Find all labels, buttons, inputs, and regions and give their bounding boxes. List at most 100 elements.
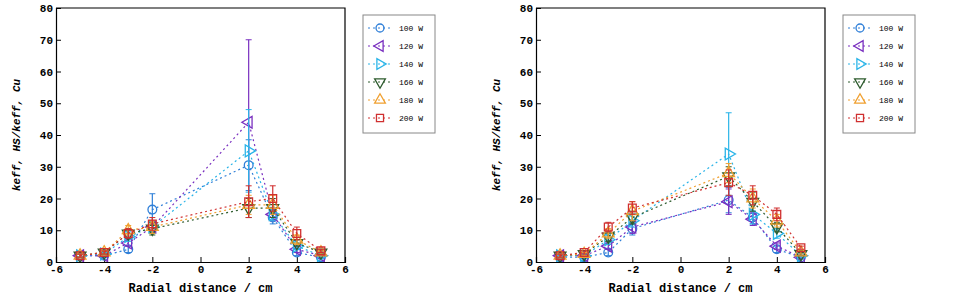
legend-item: 140 W xyxy=(368,59,423,70)
error-bar xyxy=(774,208,780,221)
line xyxy=(560,202,801,258)
legend-line xyxy=(848,118,872,119)
tick-mark xyxy=(56,72,61,73)
error-bar xyxy=(557,254,563,257)
line xyxy=(80,122,321,255)
legend-marker xyxy=(375,79,386,88)
legend-item: 120 W xyxy=(848,41,903,52)
tick-label: 60 xyxy=(40,67,53,79)
legend-item: 160 W xyxy=(848,78,903,88)
tick: 30 xyxy=(40,162,61,174)
tick-mark xyxy=(201,257,202,262)
legend-line xyxy=(368,46,392,47)
tick-label: 10 xyxy=(520,225,533,237)
legend-item: 180 W xyxy=(848,94,903,105)
tick-label: 0 xyxy=(526,257,533,269)
tick-mark xyxy=(536,230,541,231)
line xyxy=(560,154,801,256)
tick-label: 70 xyxy=(520,35,533,47)
legend-marker xyxy=(857,59,866,70)
error-bar xyxy=(605,222,611,232)
axis-line xyxy=(57,9,62,263)
tick-label: 40 xyxy=(40,130,53,142)
tick-mark xyxy=(536,135,541,136)
error-bar xyxy=(629,202,635,221)
marker xyxy=(554,252,566,262)
tick: 60 xyxy=(40,67,61,79)
x-axis-title: Radial distance / cm xyxy=(128,282,272,296)
legend-line xyxy=(368,82,392,83)
legend-item: 140 W xyxy=(848,59,903,70)
y-axis: 01020304050607080 xyxy=(40,3,61,269)
error-bar xyxy=(750,205,756,224)
error-bar xyxy=(557,254,563,257)
marker xyxy=(556,252,564,260)
legend-item: 120 W xyxy=(368,41,423,52)
y-axis-title: keff, HS/keff, Cu xyxy=(11,78,23,191)
marker xyxy=(628,204,636,212)
tick: 4 xyxy=(294,257,301,276)
y-axis-title: keff, HS/keff, Cu xyxy=(491,78,503,191)
legend-label: 120 W xyxy=(879,42,903,51)
marker xyxy=(773,211,781,219)
series xyxy=(557,113,808,262)
marker xyxy=(148,205,157,214)
tick-label: 10 xyxy=(40,225,53,237)
legend-item: 100 W xyxy=(368,24,423,33)
marker xyxy=(76,252,84,260)
tick: 2 xyxy=(726,257,733,276)
line xyxy=(560,176,801,255)
plot-area xyxy=(553,113,807,262)
error-bar xyxy=(77,254,83,257)
legend-marker xyxy=(376,114,383,121)
tick-label: 20 xyxy=(40,194,53,206)
tick-mark xyxy=(56,262,61,263)
series xyxy=(556,170,805,260)
legend-label: 180 W xyxy=(399,96,423,105)
error-bar xyxy=(750,186,756,205)
marker xyxy=(317,247,325,255)
legend-marker xyxy=(855,94,866,103)
plot-area xyxy=(73,40,327,262)
tick-label: 80 xyxy=(40,3,53,15)
legend-line xyxy=(368,28,392,29)
legend-line xyxy=(848,82,872,83)
tick-mark xyxy=(632,257,633,262)
marker xyxy=(100,249,108,257)
chart: -6-4-2024601020304050607080Radial distan… xyxy=(11,3,435,296)
legend-marker xyxy=(374,41,383,52)
marker xyxy=(315,246,327,256)
marker xyxy=(245,198,253,206)
tick-label: 50 xyxy=(40,98,53,110)
marker xyxy=(580,249,588,257)
legend-label: 200 W xyxy=(879,114,903,123)
series xyxy=(76,140,326,262)
legend-item: 200 W xyxy=(368,114,423,123)
tick-label: 2 xyxy=(246,264,253,276)
marker xyxy=(770,240,780,252)
legend-item: 160 W xyxy=(368,78,423,88)
tick-mark xyxy=(249,257,250,262)
error-bar xyxy=(125,229,131,239)
tick-mark xyxy=(536,103,541,104)
tick: 10 xyxy=(40,225,61,237)
legend-marker xyxy=(856,24,864,32)
y-axis: 01020304050607080 xyxy=(520,3,541,269)
tick: 70 xyxy=(40,35,61,47)
tick: 50 xyxy=(40,98,61,110)
marker xyxy=(578,247,590,257)
legend-label: 100 W xyxy=(399,24,423,33)
legend: 100 W120 W140 W160 W180 W200 W xyxy=(843,15,915,133)
marker xyxy=(74,252,86,262)
tick-label: 80 xyxy=(520,3,533,15)
tick: 4 xyxy=(774,257,781,276)
tick-mark xyxy=(152,257,153,262)
error-bar xyxy=(726,113,732,196)
tick-label: 6 xyxy=(822,264,829,276)
marker xyxy=(98,246,110,256)
error-bar xyxy=(557,254,563,257)
legend-label: 140 W xyxy=(879,60,903,69)
marker xyxy=(773,228,783,240)
tick-mark xyxy=(56,135,61,136)
series xyxy=(74,199,327,263)
